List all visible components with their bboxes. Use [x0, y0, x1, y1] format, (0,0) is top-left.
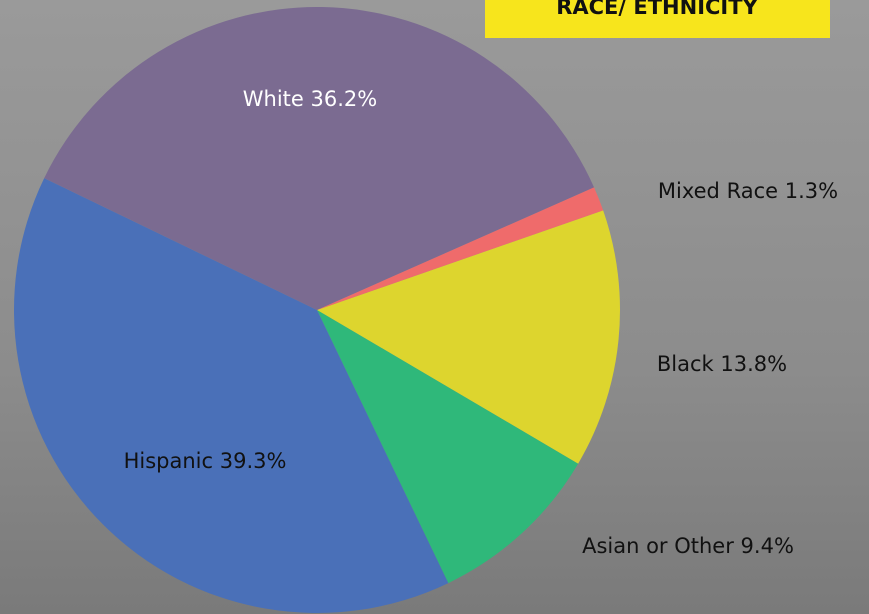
chart-title: RACE/ ETHNICITY [556, 0, 758, 19]
slice-label: Hispanic 39.3% [124, 449, 287, 473]
slice-category: Mixed Race [658, 179, 778, 203]
slice-value: 1.3% [785, 179, 838, 203]
slice-value: 13.8% [720, 352, 787, 376]
slice-label: Black 13.8% [657, 352, 787, 376]
slice-category: Black [657, 352, 715, 376]
slice-label: White 36.2% [243, 87, 377, 111]
slice-category: White [243, 87, 304, 111]
page: Black 13.8% Asian or Other 9.4% Hispanic 3… [0, 0, 869, 614]
slice-value: 39.3% [220, 449, 287, 473]
slice-value: 9.4% [741, 534, 794, 558]
slice-category: Asian or Other [582, 534, 734, 558]
chart: Black 13.8% Asian or Other 9.4% Hispanic 3… [0, 0, 869, 614]
slice-category: Hispanic [124, 449, 213, 473]
slice-label: Asian or Other 9.4% [582, 534, 794, 558]
slice-label: Mixed Race 1.3% [658, 179, 838, 203]
slice-value: 36.2% [311, 87, 378, 111]
